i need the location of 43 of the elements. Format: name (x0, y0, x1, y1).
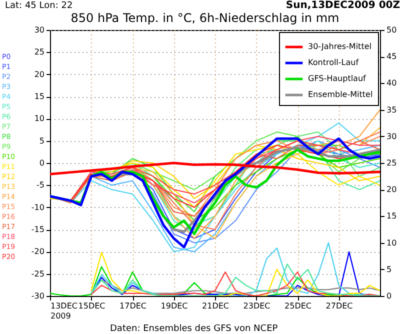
y-tick-label: 30 (34, 26, 44, 34)
y2-tick-label: 15 (386, 212, 397, 221)
y-tick-label: 15 (34, 92, 44, 101)
x-tick-label: 17DEC (120, 302, 147, 310)
x-tick-label: 15DEC (78, 302, 106, 310)
legend-label: GFS-Hauptlauf (308, 74, 366, 83)
y-tick-label: 25 (34, 48, 44, 57)
legend-label: Ensemble-Mittel (308, 90, 373, 99)
text: Lat: 45 Lon: 22 (5, 1, 73, 11)
x-tick-label: 21DEC (202, 302, 230, 310)
line-series (90, 271, 380, 296)
y-tick-label: -10 (31, 202, 44, 212)
text: Daten: Ensembles des GFS von NCEP (110, 324, 278, 334)
y-tick-label: -15 (31, 225, 44, 234)
y-tick-label: -20 (31, 247, 44, 256)
y-tick-label: -5 (36, 180, 44, 190)
x-tick-label: 23DEC (243, 302, 271, 310)
x-tick-label: 27DEC (326, 302, 354, 310)
y-tick-label: 20 (34, 70, 44, 79)
text: Sun,13DEC2009 00Z (286, 0, 400, 11)
y2-tick-label: 45 (386, 52, 397, 62)
y2-tick-label: 10 (386, 238, 397, 248)
y2-tick-label: 50 (386, 26, 397, 34)
y2-tick-label: 25 (386, 158, 397, 168)
y2-tick-label: 0 (386, 292, 392, 300)
y-tick-label: -30 (31, 292, 44, 300)
x-tick-label: 25DEC (284, 302, 312, 310)
x-tick-label: 19DEC (160, 302, 188, 310)
y2-tick-label: 40 (386, 78, 397, 88)
y2-tick-label: 30 (386, 132, 397, 141)
y-tick-label: 5 (39, 136, 44, 146)
chart-title: 850 hPa Temp. in °C, 6h-Niederschlag in mm (70, 11, 340, 25)
y-tick-label: -25 (31, 269, 44, 278)
y2-tick-label: 20 (386, 185, 397, 194)
y-tick-label: 0 (39, 158, 44, 168)
y2-tick-label: 5 (386, 264, 392, 274)
legend-label: 30-Jahres-Mittel (308, 42, 372, 51)
x-tick-label: 13DEC 2009 (50, 302, 78, 320)
legend-label: Kontroll-Lauf (308, 58, 359, 67)
line-series (50, 162, 380, 176)
line-series (90, 263, 380, 296)
y2-tick-label: 35 (386, 105, 397, 114)
y-tick-label: 10 (34, 114, 44, 124)
